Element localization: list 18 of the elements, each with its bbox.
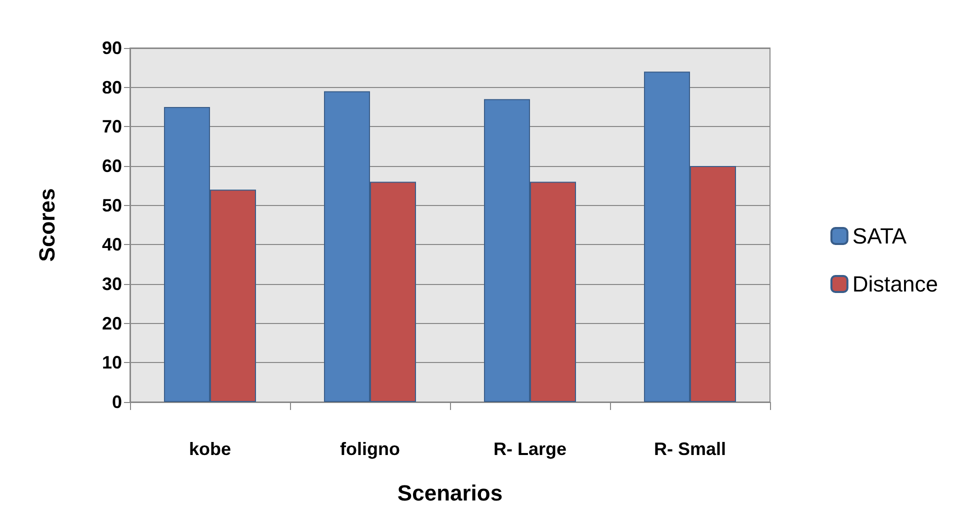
y-tick-label: 70 xyxy=(102,116,122,137)
y-tick-label: 40 xyxy=(102,234,122,255)
y-tick-label: 10 xyxy=(102,352,122,373)
y-tick-label: 20 xyxy=(102,313,122,334)
x-axis-title: Scenarios xyxy=(397,480,503,506)
y-tick-label: 0 xyxy=(112,392,122,412)
y-tick-label: 30 xyxy=(102,274,122,294)
y-tick-label: 60 xyxy=(102,156,122,176)
legend-label: Distance xyxy=(852,272,938,296)
y-tick-label: 80 xyxy=(102,77,122,98)
x-tick-label: foligno xyxy=(340,439,400,459)
y-tick-label: 90 xyxy=(102,38,122,58)
x-tick-label: kobe xyxy=(188,439,232,459)
y-tick-label: 50 xyxy=(102,195,122,216)
x-tick-label: R- Large xyxy=(493,439,567,459)
x-tick-label: R- Small xyxy=(654,439,726,459)
y-axis-title: Scores xyxy=(34,188,60,262)
legend-label: SATA xyxy=(852,224,907,248)
